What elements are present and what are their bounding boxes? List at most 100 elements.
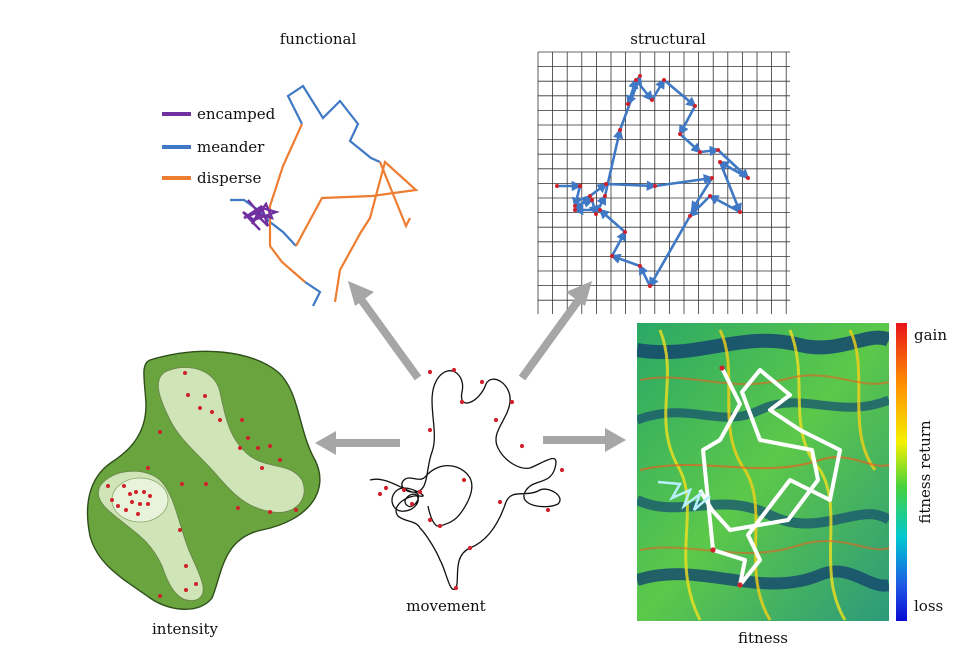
structural-step-arrow <box>708 194 741 214</box>
structural-location <box>662 78 666 82</box>
structural-location <box>693 104 697 108</box>
fitness-point <box>737 582 743 588</box>
fitness-track-cluster <box>657 480 711 511</box>
fitness-point <box>710 547 716 553</box>
structural-step-arrow <box>718 160 749 180</box>
intensity-point <box>294 508 298 512</box>
intensity-point <box>204 482 208 486</box>
intensity-point <box>278 458 282 462</box>
arrow-to-functional <box>348 281 422 381</box>
movement-point <box>467 545 473 551</box>
intensity-point <box>268 444 272 448</box>
intensity-point <box>130 500 134 504</box>
intensity-point <box>116 504 120 508</box>
structural-location <box>638 264 642 268</box>
intensity-point <box>128 492 132 496</box>
structural-location <box>588 194 592 198</box>
legend-label-disperse: disperse <box>197 169 261 187</box>
structural-location <box>610 254 614 258</box>
intensity-point <box>178 528 182 532</box>
intensity-point <box>186 393 190 397</box>
intensity-point <box>210 410 214 414</box>
movement-point <box>497 499 503 505</box>
fitness-point <box>719 365 725 371</box>
movement-point <box>459 399 465 405</box>
structural-location <box>598 208 602 212</box>
intensity-point <box>240 418 244 422</box>
structural-step-arrow <box>610 253 641 268</box>
structural-step-arrow <box>610 230 627 257</box>
structural-step-arrow <box>690 177 714 212</box>
intensity-point <box>183 371 187 375</box>
intensity-point <box>122 484 126 488</box>
structural-step-arrow <box>626 78 639 105</box>
structural-location <box>718 160 722 164</box>
structural-location <box>555 184 559 188</box>
movement-point <box>461 477 467 483</box>
intensity-point <box>184 564 188 568</box>
structural-step-arrow <box>699 145 721 157</box>
intensity-point <box>260 466 264 470</box>
intensity-point <box>180 482 184 486</box>
intensity-point <box>218 418 222 422</box>
intensity-point <box>124 508 128 512</box>
movement-point <box>427 427 433 433</box>
structural-step-arrow <box>605 180 658 191</box>
functional-title: functional <box>280 30 357 48</box>
structural-location <box>618 128 622 132</box>
structural-steps <box>555 74 750 288</box>
structural-step-arrow <box>571 185 583 209</box>
structural-location <box>638 74 642 78</box>
fitness-panel: gain loss fitness return <box>637 323 947 621</box>
colorbar <box>896 323 907 621</box>
structural-step-arrow <box>648 215 692 288</box>
movement-point <box>479 379 485 385</box>
structural-location <box>746 176 750 180</box>
fitness-title: fitness <box>738 629 788 647</box>
colorbar-bottom-label: loss <box>914 597 943 615</box>
structural-step-arrow <box>638 264 652 287</box>
intensity-point <box>106 484 110 488</box>
movement-point <box>519 443 525 449</box>
structural-step-arrow <box>574 194 592 211</box>
structural-step-arrow <box>654 174 715 188</box>
intensity-point <box>134 490 138 494</box>
structural-location <box>698 150 702 154</box>
structural-location <box>678 132 682 136</box>
structural-step-arrow <box>598 208 626 233</box>
movement-point <box>437 523 443 529</box>
movement-point <box>453 585 459 591</box>
structural-grid <box>537 51 790 314</box>
legend-label-meander: meander <box>197 138 265 156</box>
structural-step-arrow <box>718 161 742 214</box>
movement-point <box>377 491 383 497</box>
functional-legend: encamped meander disperse <box>162 105 276 187</box>
disperse-path-right <box>295 159 419 303</box>
movement-point <box>545 507 551 513</box>
intensity-point <box>146 502 150 506</box>
structural-location <box>650 98 654 102</box>
movement-point <box>451 367 457 373</box>
intensity-point <box>158 594 162 598</box>
colorbar-axis-label: fitness return <box>916 420 934 524</box>
structural-title: structural <box>630 30 706 48</box>
intensity-point <box>184 588 188 592</box>
disperse-path-loop <box>378 161 411 229</box>
intensity-point <box>146 466 150 470</box>
legend-label-encamped: encamped <box>197 105 276 123</box>
intensity-point <box>268 510 272 514</box>
structural-location <box>716 148 720 152</box>
structural-step-arrow <box>589 182 608 198</box>
intensity-point <box>198 406 202 410</box>
structural-location <box>604 182 608 186</box>
meander-path-bottom <box>304 281 322 307</box>
structural-step-arrow <box>663 79 697 108</box>
arrow-to-intensity <box>315 431 400 455</box>
colorbar-top-label: gain <box>914 326 947 344</box>
structural-step-arrow <box>588 199 599 216</box>
connector-arrows <box>315 281 626 455</box>
structural-panel <box>537 51 790 314</box>
intensity-point <box>256 446 260 450</box>
fitness-texture <box>637 329 889 621</box>
intensity-point <box>238 446 242 450</box>
